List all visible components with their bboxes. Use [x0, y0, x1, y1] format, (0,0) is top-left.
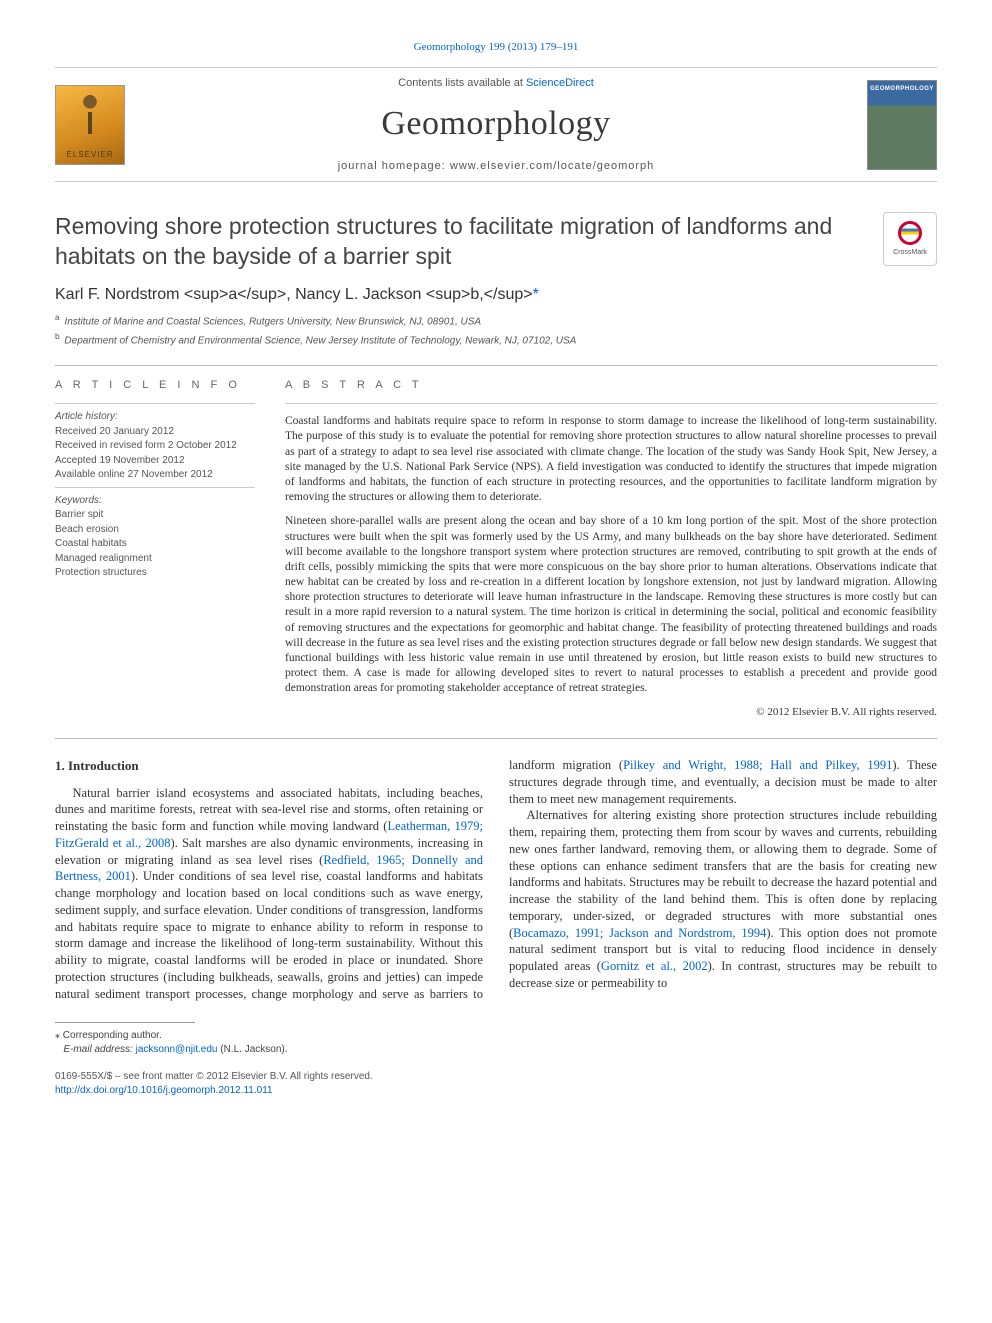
abstract-heading: A B S T R A C T [285, 378, 937, 393]
keyword: Beach erosion [55, 523, 255, 537]
keyword: Barrier spit [55, 508, 255, 522]
keywords-label: Keywords: [55, 494, 255, 508]
crossmark-label: CrossMark [893, 248, 927, 257]
affiliation-sup: a [55, 312, 60, 322]
header-journal-ref: Geomorphology 199 (2013) 179–191 [55, 40, 937, 55]
abstract-copyright: © 2012 Elsevier B.V. All rights reserved… [285, 705, 937, 720]
article-info-heading: A R T I C L E I N F O [55, 378, 255, 393]
doi-link[interactable]: http://dx.doi.org/10.1016/j.geomorph.201… [55, 1085, 273, 1096]
history-received: Received 20 January 2012 [55, 425, 255, 439]
journal-name: Geomorphology [139, 101, 853, 147]
keyword: Coastal habitats [55, 537, 255, 551]
article-history-label: Article history: [55, 410, 255, 424]
intro-paragraph-2: Alternatives for altering existing shore… [509, 807, 937, 991]
footer-sep-rule [55, 1022, 195, 1023]
journal-cover-thumb: GEOMORPHOLOGY [867, 80, 937, 170]
footer-left: 0169-555X/$ – see front matter © 2012 El… [55, 1070, 373, 1097]
mid-rule [55, 738, 937, 739]
corresponding-star-link[interactable]: * [533, 286, 539, 303]
affiliation-sup: b [55, 331, 60, 341]
abstract-paragraph-1: Coastal landforms and habitats require s… [285, 414, 937, 505]
history-revised: Received in revised form 2 October 2012 [55, 439, 255, 453]
citation-link[interactable]: Pilkey and Wright, 1988; Hall and Pilkey… [623, 758, 892, 772]
contents-available-line: Contents lists available at ScienceDirec… [139, 76, 853, 91]
crossmark-icon [898, 221, 922, 245]
affiliation-a: a Institute of Marine and Coastal Scienc… [55, 312, 937, 329]
corresponding-email-paren: (N.L. Jackson). [220, 1044, 287, 1055]
affiliation-text: Department of Chemistry and Environmenta… [64, 335, 576, 346]
contents-prefix: Contents lists available at [398, 77, 526, 89]
abstract-paragraph-2: Nineteen shore-parallel walls are presen… [285, 514, 937, 696]
citation-link[interactable]: Gornitz et al., 2002 [601, 959, 708, 973]
email-label: E-mail address: [63, 1044, 132, 1055]
corresponding-star: ⁎ [55, 1030, 60, 1041]
history-accepted: Accepted 19 November 2012 [55, 454, 255, 468]
crossmark-badge[interactable]: CrossMark [883, 212, 937, 266]
history-online: Available online 27 November 2012 [55, 468, 255, 482]
info-rule [55, 487, 255, 488]
citation-link[interactable]: Bocamazo, 1991; Jackson and Nordstrom, 1… [513, 926, 766, 940]
article-info-column: A R T I C L E I N F O Article history: R… [55, 378, 255, 720]
section-heading-1: 1. Introduction [55, 757, 483, 774]
header-journal-link[interactable]: Geomorphology 199 (2013) 179–191 [414, 41, 579, 53]
elsevier-logo-label: ELSEVIER [66, 150, 113, 164]
top-rule [55, 365, 937, 366]
intro-text: Alternatives for altering existing shore… [509, 808, 937, 939]
sciencedirect-link[interactable]: ScienceDirect [526, 77, 594, 89]
article-title: Removing shore protection structures to … [55, 212, 869, 272]
authors-names: Karl F. Nordstrom <sup>a</sup>, Nancy L.… [55, 286, 533, 303]
corresponding-email-link[interactable]: jacksonn@njit.edu [136, 1044, 218, 1055]
keyword: Managed realignment [55, 552, 255, 566]
affiliation-b: b Department of Chemistry and Environmen… [55, 331, 937, 348]
elsevier-logo: ELSEVIER [55, 85, 125, 165]
info-rule [55, 403, 255, 404]
banner-center: Contents lists available at ScienceDirec… [139, 76, 853, 174]
journal-homepage: journal homepage: www.elsevier.com/locat… [139, 159, 853, 174]
abstract-rule [285, 403, 937, 404]
corresponding-author-block: ⁎ Corresponding author. E-mail address: … [55, 1029, 937, 1056]
body-two-column: 1. Introduction Natural barrier island e… [55, 757, 937, 1002]
footer-copyright-line: 0169-555X/$ – see front matter © 2012 El… [55, 1071, 373, 1082]
abstract-column: A B S T R A C T Coastal landforms and ha… [285, 378, 937, 720]
journal-cover-label: GEOMORPHOLOGY [870, 85, 934, 93]
corresponding-label: Corresponding author. [63, 1030, 162, 1041]
affiliation-text: Institute of Marine and Coastal Sciences… [64, 316, 481, 327]
journal-banner: ELSEVIER Contents lists available at Sci… [55, 67, 937, 183]
authors-line: Karl F. Nordstrom <sup>a</sup>, Nancy L.… [55, 284, 937, 306]
keyword: Protection structures [55, 566, 255, 580]
page-footer: 0169-555X/$ – see front matter © 2012 El… [55, 1070, 937, 1097]
